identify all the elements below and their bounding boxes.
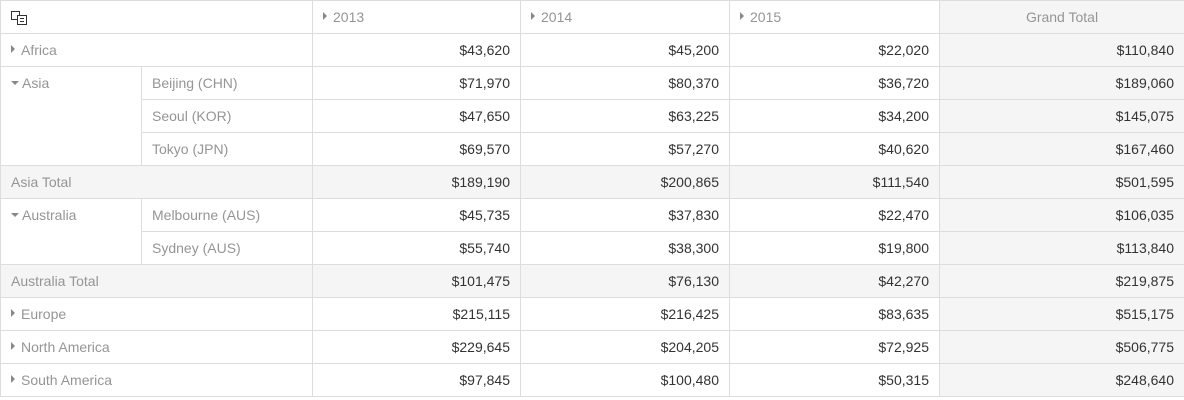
triangle-down-icon[interactable]: [11, 213, 19, 217]
value-cell: $40,620: [729, 132, 940, 166]
value-cell: $101,475: [312, 264, 521, 298]
value-cell: $111,540: [729, 165, 940, 199]
grand-total-cell: $110,840: [939, 33, 1184, 67]
row-header-north-america[interactable]: North America: [0, 330, 313, 364]
value-cell: $215,115: [312, 297, 521, 331]
value-cell: $63,225: [520, 99, 730, 133]
value-cell: $72,925: [729, 330, 940, 364]
value-cell: $45,200: [520, 33, 730, 67]
column-header-grand-total: Grand Total: [939, 0, 1184, 34]
value-cell: $100,480: [520, 363, 730, 397]
row-header-city: Tokyo (JPN): [141, 132, 313, 166]
row-header-label: North America: [21, 339, 110, 355]
value-cell: $19,800: [729, 231, 940, 265]
column-header-2014[interactable]: 2014: [520, 0, 730, 34]
value-cell: $97,845: [312, 363, 521, 397]
grand-total-cell: $106,035: [939, 198, 1184, 232]
triangle-right-icon[interactable]: [11, 375, 15, 383]
grand-total-cell: $248,640: [939, 363, 1184, 397]
table-row-sydney: Sydney (AUS) $55,740 $38,300 $19,800 $11…: [1, 231, 1184, 265]
value-cell: $80,370: [520, 66, 730, 100]
column-header-2013[interactable]: 2013: [312, 0, 521, 34]
triangle-right-icon[interactable]: [740, 12, 744, 20]
row-header-label: South America: [21, 372, 113, 388]
value-cell: $22,470: [729, 198, 940, 232]
value-cell: $55,740: [312, 231, 521, 265]
row-header-subtotal: Australia Total: [0, 264, 313, 298]
value-cell: $34,200: [729, 99, 940, 133]
grand-total-cell: $501,595: [939, 165, 1184, 199]
row-header-city: Seoul (KOR): [141, 99, 313, 133]
value-cell: $38,300: [520, 231, 730, 265]
triangle-down-icon[interactable]: [11, 81, 19, 85]
value-cell: $71,970: [312, 66, 521, 100]
row-header-city: Beijing (CHN): [141, 66, 313, 100]
table-row-north-america: North America $229,645 $204,205 $72,925 …: [0, 330, 1184, 364]
row-header-label: Australia: [22, 207, 77, 223]
grand-total-cell: $167,460: [939, 132, 1184, 166]
value-cell: $43,620: [312, 33, 521, 67]
table-row-africa: Africa $43,620 $45,200 $22,020 $110,840: [0, 33, 1184, 67]
triangle-right-icon[interactable]: [11, 342, 15, 350]
value-cell: $76,130: [520, 264, 730, 298]
field-list-icon[interactable]: [11, 11, 27, 26]
triangle-right-icon[interactable]: [323, 12, 327, 20]
row-header-australia[interactable]: Australia: [0, 198, 142, 265]
grand-total-cell: $219,875: [939, 264, 1184, 298]
table-row-melbourne: Australia Melbourne (AUS) $45,735 $37,83…: [0, 198, 1184, 265]
value-cell: $36,720: [729, 66, 940, 100]
table-row-europe: Europe $215,115 $216,425 $83,635 $515,17…: [0, 297, 1184, 331]
grand-total-cell: $515,175: [939, 297, 1184, 331]
value-cell: $50,315: [729, 363, 940, 397]
row-header-city: Sydney (AUS): [141, 231, 313, 265]
value-cell: $42,270: [729, 264, 940, 298]
row-header-label: Asia: [22, 75, 50, 91]
row-header-subtotal: Asia Total: [0, 165, 313, 199]
row-header-label: Europe: [21, 306, 67, 322]
value-cell: $45,735: [312, 198, 521, 232]
table-row-beijing: Asia Beijing (CHN) $71,970 $80,370 $36,7…: [0, 66, 1184, 166]
column-header-label: 2015: [750, 9, 782, 25]
triangle-right-icon[interactable]: [11, 45, 15, 53]
value-cell: $57,270: [520, 132, 730, 166]
table-row-asia-total: Asia Total $189,190 $200,865 $111,540 $5…: [0, 165, 1184, 199]
value-cell: $189,190: [312, 165, 521, 199]
value-cell: $69,570: [312, 132, 521, 166]
table-row-tokyo: Tokyo (JPN) $69,570 $57,270 $40,620 $167…: [1, 132, 1184, 166]
grand-total-cell: $189,060: [939, 66, 1184, 100]
row-header-city: Melbourne (AUS): [141, 198, 313, 232]
grand-total-cell: $506,775: [939, 330, 1184, 364]
grand-total-cell: $145,075: [939, 99, 1184, 133]
table-row-seoul: Seoul (KOR) $47,650 $63,225 $34,200 $145…: [1, 99, 1184, 133]
value-cell: $229,645: [312, 330, 521, 364]
row-header-europe[interactable]: Europe: [0, 297, 313, 331]
value-cell: $37,830: [520, 198, 730, 232]
value-cell: $47,650: [312, 99, 521, 133]
grand-total-cell: $113,840: [939, 231, 1184, 265]
row-header-label: Africa: [21, 42, 57, 58]
column-header-label: 2014: [541, 9, 573, 25]
table-row-south-america: South America $97,845 $100,480 $50,315 $…: [0, 363, 1184, 397]
value-cell: $204,205: [520, 330, 730, 364]
triangle-right-icon[interactable]: [531, 12, 535, 20]
column-header-row: 2013 2014 2015 Grand Total: [0, 0, 1184, 34]
column-header-2015[interactable]: 2015: [729, 0, 940, 34]
field-chooser-cell: [0, 0, 313, 34]
triangle-right-icon[interactable]: [11, 309, 15, 317]
value-cell: $216,425: [520, 297, 730, 331]
value-cell: $22,020: [729, 33, 940, 67]
column-header-label: 2013: [333, 9, 365, 25]
value-cell: $83,635: [729, 297, 940, 331]
row-header-africa[interactable]: Africa: [0, 33, 313, 67]
value-cell: $200,865: [520, 165, 730, 199]
row-header-south-america[interactable]: South America: [0, 363, 313, 397]
table-row-australia-total: Australia Total $101,475 $76,130 $42,270…: [0, 264, 1184, 298]
row-header-asia[interactable]: Asia: [0, 66, 142, 166]
